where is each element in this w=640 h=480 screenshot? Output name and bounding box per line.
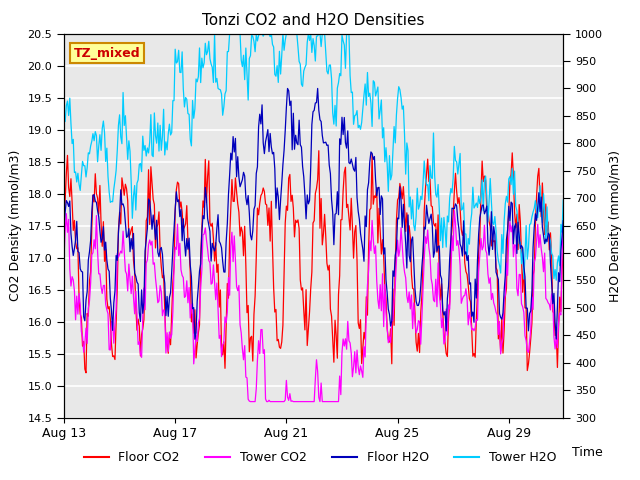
Text: TZ_mixed: TZ_mixed	[74, 47, 141, 60]
Y-axis label: H2O Density (mmol/m3): H2O Density (mmol/m3)	[609, 150, 621, 301]
X-axis label: Time: Time	[572, 446, 603, 459]
Y-axis label: CO2 Density (mmol/m3): CO2 Density (mmol/m3)	[9, 150, 22, 301]
Title: Tonzi CO2 and H2O Densities: Tonzi CO2 and H2O Densities	[202, 13, 425, 28]
Legend: Floor CO2, Tower CO2, Floor H2O, Tower H2O: Floor CO2, Tower CO2, Floor H2O, Tower H…	[79, 446, 561, 469]
